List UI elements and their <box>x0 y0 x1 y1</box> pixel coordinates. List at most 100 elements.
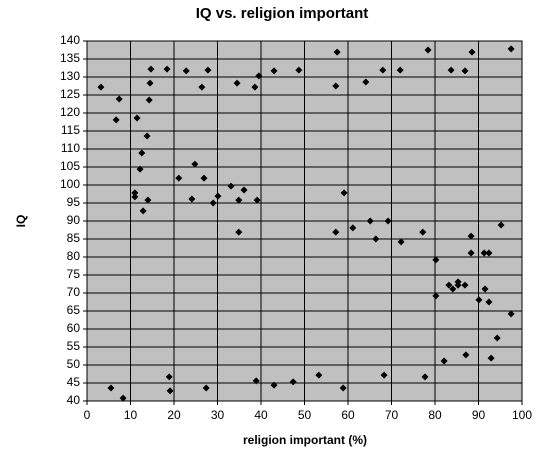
marker <box>467 249 475 257</box>
marker <box>233 79 241 87</box>
marker <box>131 193 139 201</box>
marker <box>214 192 222 200</box>
x-tick-label: 100 <box>512 408 532 422</box>
marker <box>235 196 243 204</box>
marker <box>145 96 153 104</box>
marker <box>468 48 476 56</box>
marker <box>485 298 493 306</box>
marker <box>136 165 144 173</box>
y-tick-label: 80 <box>67 249 81 263</box>
marker <box>372 235 380 243</box>
marker <box>97 83 105 91</box>
marker <box>449 285 457 293</box>
marker <box>270 381 278 389</box>
marker <box>270 67 278 75</box>
x-tick-label: 30 <box>211 408 225 422</box>
marker <box>175 174 183 182</box>
marker <box>340 189 348 197</box>
marker <box>497 221 505 229</box>
marker <box>112 116 120 124</box>
x-tick-label: 50 <box>298 408 312 422</box>
marker <box>380 371 388 379</box>
marker <box>507 45 515 53</box>
y-tick-label: 100 <box>60 177 80 191</box>
marker <box>487 354 495 362</box>
y-tick-label: 55 <box>67 339 81 353</box>
marker <box>419 228 427 236</box>
marker <box>182 67 190 75</box>
marker <box>467 232 475 240</box>
y-tick-label: 95 <box>67 195 81 209</box>
marker <box>462 351 470 359</box>
marker <box>454 278 462 286</box>
marker <box>332 228 340 236</box>
y-tick-label: 90 <box>67 213 81 227</box>
marker <box>475 296 483 304</box>
y-tick-label: 140 <box>60 33 80 47</box>
y-tick-label: 50 <box>67 357 81 371</box>
y-tick-label: 65 <box>67 303 81 317</box>
marker <box>143 132 151 140</box>
x-tick-label: 80 <box>428 408 442 422</box>
marker <box>252 377 260 385</box>
marker <box>379 66 387 74</box>
marker <box>119 394 127 402</box>
marker <box>339 384 347 392</box>
marker <box>144 196 152 204</box>
x-axis-title: religion important (%) <box>243 433 367 447</box>
marker <box>166 387 174 395</box>
marker <box>191 160 199 168</box>
marker <box>333 48 341 56</box>
marker <box>461 67 469 75</box>
marker <box>188 195 196 203</box>
marker <box>445 281 453 289</box>
marker <box>255 72 263 80</box>
y-tick-label: 85 <box>67 231 81 245</box>
y-tick-label: 105 <box>60 159 80 173</box>
marker <box>146 79 154 87</box>
marker <box>366 217 374 225</box>
marker <box>235 228 243 236</box>
marker <box>397 238 405 246</box>
y-tick-label: 75 <box>67 267 81 281</box>
y-tick-label: 115 <box>61 123 80 137</box>
marker <box>349 224 357 232</box>
marker <box>295 66 303 74</box>
marker <box>493 334 501 342</box>
x-tick-label: 10 <box>124 408 138 422</box>
x-tick-label: 0 <box>84 408 91 422</box>
marker <box>251 83 259 91</box>
marker <box>202 384 210 392</box>
marker <box>432 256 440 264</box>
marker <box>240 186 248 194</box>
y-axis-title: IQ <box>14 215 28 228</box>
y-tick-label: 60 <box>67 321 81 335</box>
x-tick-label: 40 <box>254 408 268 422</box>
marker <box>332 82 340 90</box>
chart-title: IQ vs. religion important <box>196 5 369 22</box>
y-tick-label: 110 <box>61 141 80 155</box>
x-tick-label: 20 <box>167 408 181 422</box>
x-tick-label: 70 <box>385 408 399 422</box>
marker <box>131 189 139 197</box>
marker <box>481 285 489 293</box>
marker <box>424 46 432 54</box>
marker <box>227 182 235 190</box>
marker <box>107 384 115 392</box>
marker <box>200 174 208 182</box>
marker <box>165 373 173 381</box>
marker <box>507 310 515 318</box>
marker <box>133 114 141 122</box>
y-tick-label: 125 <box>60 87 80 101</box>
marker <box>139 207 147 215</box>
marker <box>432 292 440 300</box>
marker <box>421 373 429 381</box>
y-tick-label: 130 <box>60 69 80 83</box>
marker <box>485 249 493 257</box>
y-tick-label: 45 <box>67 375 81 389</box>
marker <box>440 357 448 365</box>
x-tick-label: 90 <box>472 408 486 422</box>
marker <box>480 249 488 257</box>
marker <box>204 66 212 74</box>
